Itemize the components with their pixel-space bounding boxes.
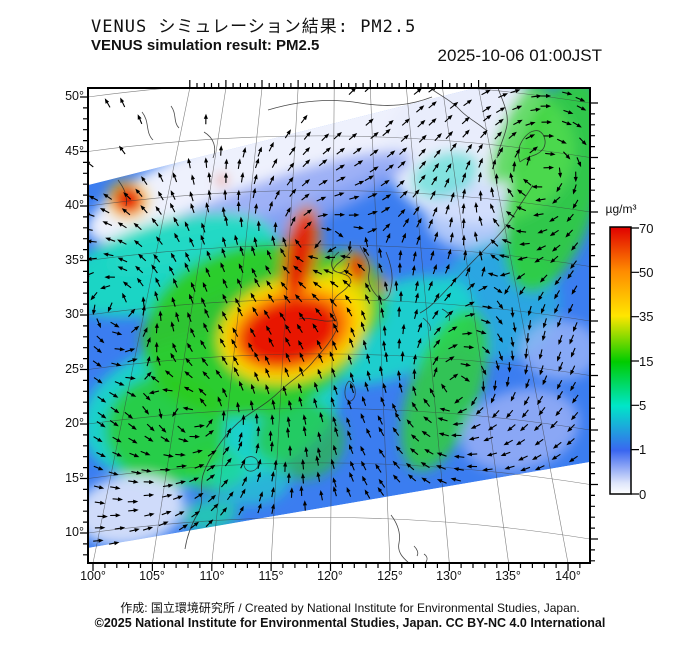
lon-label-135: 135° bbox=[495, 569, 521, 583]
colorbar-label-5: 5 bbox=[639, 398, 647, 413]
lat-label-30: 30° bbox=[65, 307, 84, 321]
axis-ticks bbox=[80, 80, 598, 571]
colorbar-unit-label: µg/m³ bbox=[605, 202, 637, 216]
lat-label-35: 35° bbox=[65, 253, 84, 267]
lat-label-20: 20° bbox=[65, 416, 84, 430]
colorbar-label-1: 1 bbox=[639, 442, 647, 457]
lat-label-10: 10° bbox=[65, 525, 84, 539]
map-frame bbox=[87, 87, 591, 564]
credit-text: 作成: 国立環境研究所 / Created by National Instit… bbox=[120, 601, 580, 615]
colorbar-label-70: 70 bbox=[639, 221, 654, 236]
page-title-english: VENUS simulation result: PM2.5 bbox=[91, 37, 320, 54]
colorbar-label-50: 50 bbox=[639, 265, 654, 280]
colorbar-label-0: 0 bbox=[639, 487, 647, 502]
lon-label-125: 125° bbox=[377, 569, 403, 583]
lon-label-120: 120° bbox=[317, 569, 343, 583]
lat-label-25: 25° bbox=[65, 362, 84, 376]
lon-label-110: 110° bbox=[199, 569, 225, 583]
wind-vector-field bbox=[88, 88, 587, 546]
lon-label-140: 140° bbox=[555, 569, 581, 583]
license-text: ©2025 National Institute for Environment… bbox=[94, 616, 606, 630]
colorbar-label-35: 35 bbox=[639, 309, 654, 324]
page-title-japanese: VENUS シミュレーション結果: PM2.5 bbox=[91, 17, 417, 37]
colorbar-label-15: 15 bbox=[639, 354, 654, 369]
lon-label-115: 115° bbox=[258, 569, 284, 583]
lon-label-130: 130° bbox=[436, 569, 462, 583]
lat-label-15: 15° bbox=[65, 471, 84, 485]
lon-label-105: 105° bbox=[139, 569, 165, 583]
colorbar-ticks bbox=[631, 227, 639, 495]
lat-label-40: 40° bbox=[65, 198, 84, 212]
colorbar bbox=[609, 226, 639, 495]
lon-label-100: 100° bbox=[80, 569, 106, 583]
lat-label-50: 50° bbox=[65, 89, 84, 103]
pm25-concentration-field bbox=[88, 88, 590, 548]
lat-lon-graticule bbox=[88, 88, 590, 563]
simulation-timestamp: 2025-10-06 01:00JST bbox=[437, 46, 602, 65]
lat-label-45: 45° bbox=[65, 144, 84, 158]
